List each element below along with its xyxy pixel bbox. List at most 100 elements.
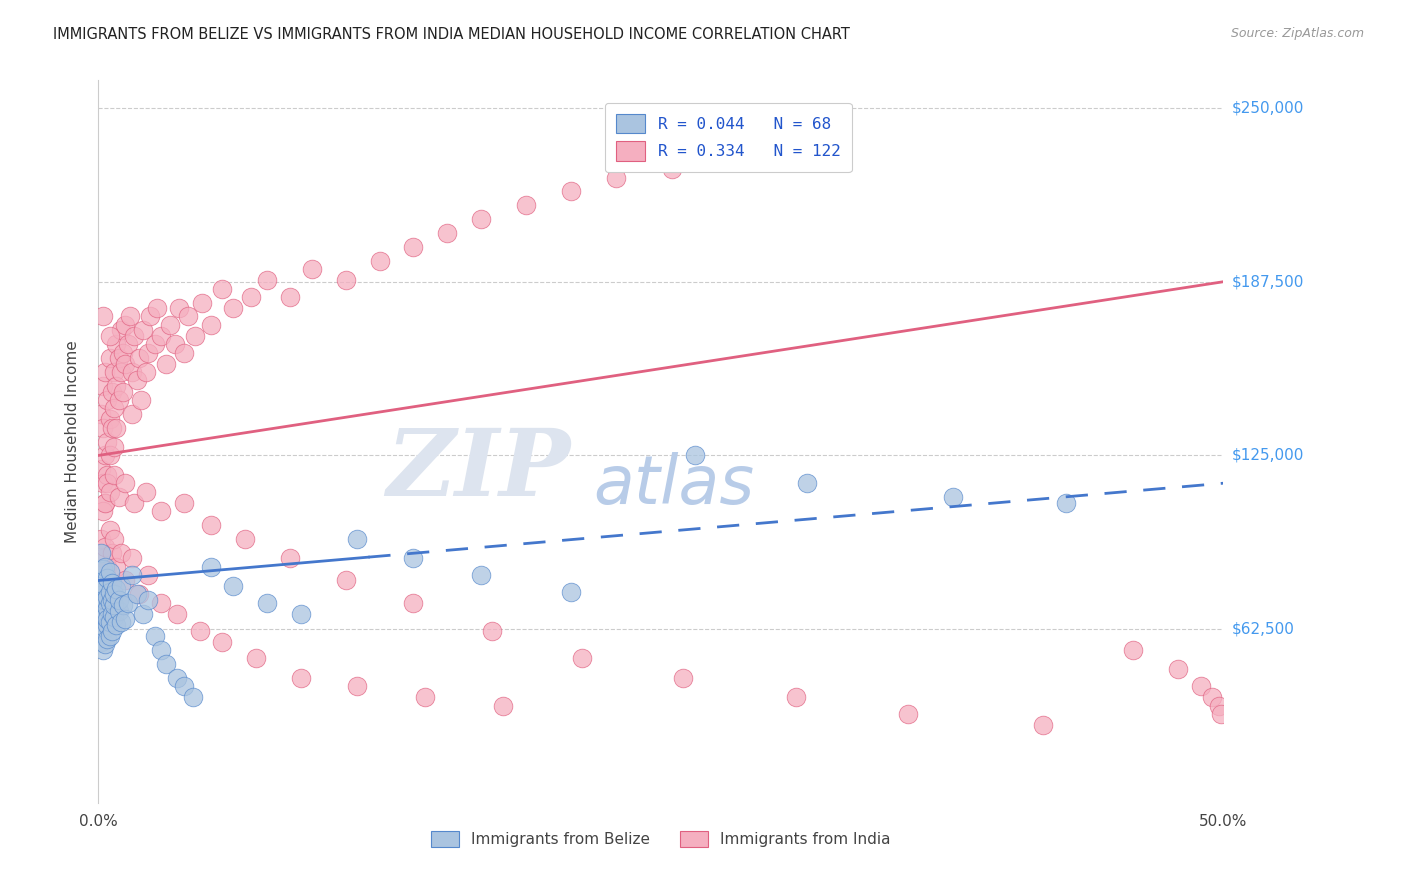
Point	[118, 310, 141, 324]
Text: atlas: atlas	[593, 452, 755, 518]
Point	[897, 706, 920, 721]
Point	[107, 392, 129, 407]
Legend: R = 0.044   N = 68, R = 0.334   N = 122: R = 0.044 N = 68, R = 0.334 N = 122	[605, 103, 852, 172]
Point	[163, 337, 186, 351]
Point	[94, 449, 117, 463]
Point	[150, 504, 173, 518]
Point	[200, 559, 222, 574]
Point	[91, 607, 114, 621]
Point	[94, 609, 117, 624]
Point	[114, 612, 136, 626]
Point	[98, 565, 121, 579]
Point	[90, 615, 112, 630]
Point	[121, 551, 143, 566]
Point	[96, 434, 118, 449]
Text: $62,500: $62,500	[1232, 622, 1295, 637]
Point	[91, 599, 114, 613]
Point	[91, 310, 114, 324]
Point	[470, 568, 492, 582]
Point	[128, 587, 150, 601]
Point	[101, 576, 124, 591]
Point	[1054, 496, 1077, 510]
Point	[105, 582, 128, 596]
Point	[402, 596, 425, 610]
Point	[402, 240, 425, 254]
Point	[110, 365, 132, 379]
Point	[335, 574, 357, 588]
Point	[222, 301, 245, 315]
Point	[233, 532, 256, 546]
Point	[717, 143, 740, 157]
Point	[98, 584, 121, 599]
Point	[181, 690, 204, 705]
Point	[91, 476, 114, 491]
Text: ZIP: ZIP	[387, 425, 571, 516]
Point	[91, 379, 114, 393]
Point	[96, 618, 118, 632]
Point	[150, 329, 173, 343]
Text: $250,000: $250,000	[1232, 101, 1303, 116]
Point	[98, 615, 121, 630]
Point	[240, 290, 263, 304]
Point	[125, 587, 148, 601]
Point	[98, 449, 121, 463]
Point	[121, 407, 143, 421]
Point	[245, 651, 267, 665]
Point	[136, 593, 159, 607]
Point	[481, 624, 503, 638]
Point	[98, 524, 121, 538]
Point	[96, 559, 118, 574]
Point	[368, 253, 391, 268]
Point	[177, 310, 200, 324]
Point	[121, 365, 143, 379]
Point	[290, 607, 312, 621]
Point	[101, 593, 124, 607]
Point	[188, 624, 211, 638]
Point	[1201, 690, 1223, 705]
Point	[436, 226, 458, 240]
Point	[124, 329, 146, 343]
Text: IMMIGRANTS FROM BELIZE VS IMMIGRANTS FROM INDIA MEDIAN HOUSEHOLD INCOME CORRELAT: IMMIGRANTS FROM BELIZE VS IMMIGRANTS FRO…	[53, 27, 851, 42]
Point	[124, 496, 146, 510]
Point	[101, 546, 124, 560]
Point	[143, 629, 166, 643]
Point	[94, 365, 117, 379]
Point	[1209, 706, 1232, 721]
Point	[139, 310, 162, 324]
Point	[90, 532, 112, 546]
Point	[200, 517, 222, 532]
Point	[1122, 643, 1144, 657]
Point	[211, 282, 233, 296]
Point	[211, 634, 233, 648]
Point	[121, 568, 143, 582]
Text: $125,000: $125,000	[1232, 448, 1303, 463]
Point	[301, 262, 323, 277]
Point	[103, 440, 125, 454]
Point	[105, 420, 128, 434]
Point	[91, 420, 114, 434]
Point	[146, 301, 169, 315]
Point	[132, 323, 155, 337]
Point	[110, 579, 132, 593]
Point	[103, 467, 125, 482]
Point	[96, 476, 118, 491]
Point	[103, 365, 125, 379]
Point	[470, 212, 492, 227]
Point	[256, 596, 278, 610]
Point	[101, 624, 124, 638]
Point	[515, 198, 537, 212]
Point	[103, 532, 125, 546]
Point	[256, 273, 278, 287]
Point	[278, 551, 301, 566]
Point	[785, 690, 807, 705]
Point	[90, 596, 112, 610]
Point	[346, 532, 368, 546]
Point	[128, 351, 150, 366]
Point	[114, 318, 136, 332]
Point	[605, 170, 627, 185]
Point	[98, 329, 121, 343]
Point	[90, 574, 112, 588]
Point	[672, 671, 695, 685]
Point	[98, 629, 121, 643]
Point	[94, 496, 117, 510]
